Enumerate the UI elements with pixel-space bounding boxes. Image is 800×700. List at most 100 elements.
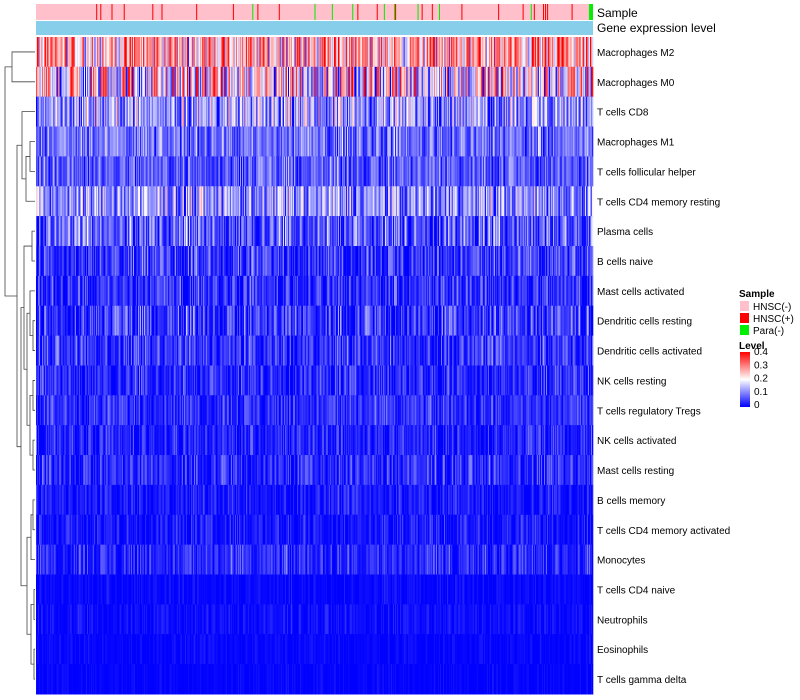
heatmap-cell — [362, 37, 364, 68]
heatmap-cell — [297, 96, 299, 128]
heatmap-cell — [287, 126, 290, 157]
heatmap-cell — [415, 37, 417, 68]
heatmap-cell — [422, 186, 424, 217]
heatmap-cell — [305, 216, 307, 247]
heatmap-cell — [388, 275, 391, 307]
heatmap-cell — [494, 246, 496, 277]
heatmap-cell — [292, 275, 294, 307]
heatmap-cell — [330, 37, 333, 68]
heatmap-cell — [80, 246, 83, 277]
heatmap-cell — [196, 156, 198, 187]
heatmap-cell — [78, 186, 81, 217]
heatmap-cell — [439, 66, 442, 98]
sample-annotation-cell-hnsc-pos — [461, 4, 463, 20]
heatmap-cell — [358, 66, 360, 98]
heatmap-cell — [239, 66, 241, 98]
heatmap-cell — [218, 216, 220, 247]
heatmap-cell — [63, 126, 65, 157]
heatmap-cell — [52, 275, 54, 307]
heatmap-cell — [67, 216, 69, 247]
heatmap-cell — [353, 37, 355, 68]
heatmap-cell — [447, 216, 449, 247]
heatmap-cell — [502, 275, 504, 307]
heatmap-cell — [205, 156, 207, 187]
heatmap-cell — [160, 275, 162, 307]
heatmap-cell — [273, 186, 276, 217]
heatmap-cell — [377, 156, 380, 187]
heatmap-cell — [475, 216, 477, 247]
heatmap-cell — [442, 156, 444, 187]
heatmap-cell — [489, 126, 492, 157]
heatmap-cell — [163, 37, 165, 68]
heatmap-cell — [45, 216, 47, 247]
sample-annotation-cell-para — [588, 4, 590, 20]
heatmap-cell — [89, 37, 91, 68]
heatmap-cell — [346, 186, 348, 217]
heatmap-cell — [186, 246, 189, 277]
heatmap-cell — [179, 96, 182, 128]
heatmap-cell — [263, 66, 265, 98]
heatmap-cell — [96, 126, 98, 157]
heatmap-cell — [512, 275, 514, 307]
heatmap-cell — [106, 66, 108, 98]
heatmap-cell — [91, 96, 93, 128]
heatmap-cell — [507, 126, 509, 157]
heatmap-cell — [298, 216, 300, 247]
heatmap-cell — [158, 156, 160, 187]
heatmap-cell — [63, 37, 65, 68]
heatmap-cell — [578, 156, 581, 187]
heatmap-cell — [399, 186, 401, 217]
heatmap-cell — [207, 186, 209, 217]
heatmap-cell — [477, 216, 480, 247]
heatmap-cell — [90, 37, 92, 68]
heatmap-cell — [287, 216, 290, 247]
heatmap-cell — [338, 96, 341, 128]
heatmap-cell — [189, 186, 191, 217]
heatmap-cell — [166, 96, 168, 128]
heatmap-cell — [231, 186, 234, 217]
heatmap-cell — [206, 156, 208, 187]
heatmap-cell — [461, 246, 463, 277]
heatmap-cell — [441, 126, 443, 157]
heatmap-cell — [119, 246, 121, 277]
heatmap-cell — [343, 186, 345, 217]
sample-annotation-cell-para — [252, 4, 254, 20]
heatmap-cell — [311, 126, 313, 157]
heatmap-cell — [513, 275, 515, 307]
heatmap-cell — [89, 156, 91, 187]
heatmap-cell — [438, 246, 441, 277]
heatmap-cell — [490, 156, 493, 187]
heatmap-cell — [292, 156, 294, 187]
heatmap-cell — [324, 66, 327, 98]
heatmap-cell — [172, 186, 175, 217]
heatmap-cell — [428, 126, 431, 157]
heatmap-cell — [586, 246, 589, 277]
heatmap-cell — [400, 96, 402, 128]
sample-annotation-cell-hnsc-pos — [161, 4, 163, 20]
heatmap-cell — [275, 66, 278, 98]
heatmap-cell — [297, 216, 299, 247]
heatmap-cell — [267, 246, 269, 277]
heatmap-cell — [523, 37, 525, 68]
heatmap-cell — [484, 37, 487, 68]
heatmap-cell — [530, 186, 533, 217]
heatmap-cell — [585, 96, 588, 128]
heatmap-cell — [589, 186, 592, 217]
heatmap-cell — [377, 37, 380, 68]
heatmap-cell — [337, 96, 340, 128]
heatmap-cell — [231, 37, 234, 68]
heatmap-cell — [215, 126, 217, 157]
heatmap-cell — [355, 66, 357, 98]
heatmap-cell — [72, 66, 75, 98]
heatmap-cell — [327, 246, 330, 277]
heatmap-cell — [368, 96, 370, 128]
heatmap-cell — [165, 275, 167, 307]
heatmap-cell — [92, 96, 94, 128]
heatmap-cell — [486, 66, 489, 98]
heatmap-cell — [259, 126, 261, 157]
heatmap-cell — [374, 186, 377, 217]
heatmap-cell — [229, 66, 232, 98]
heatmap-cell — [58, 156, 60, 187]
heatmap-cell — [159, 246, 161, 277]
heatmap-cell — [127, 37, 130, 68]
